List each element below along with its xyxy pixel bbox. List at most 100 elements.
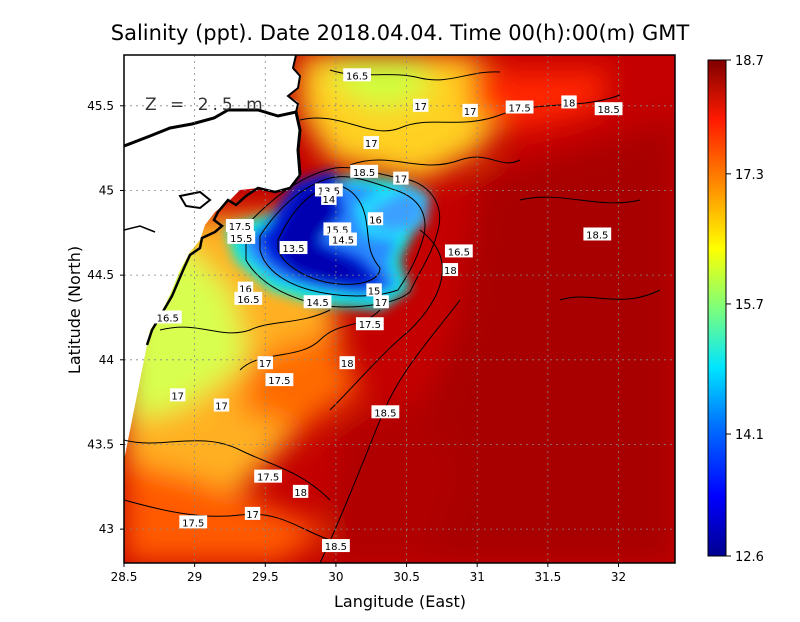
- contour-label: 16.5: [237, 295, 259, 306]
- contour-label: 18: [294, 488, 307, 499]
- contour-label-box: [237, 281, 254, 295]
- contour-label: 17: [365, 139, 378, 150]
- contour-label-box: [412, 98, 429, 112]
- contour-label: 18.5: [325, 542, 347, 553]
- x-tick-label: 29: [187, 570, 202, 584]
- contour-label-box: [393, 171, 409, 185]
- contour-label-box: [505, 100, 534, 114]
- colorbar-tick-label: 18.7: [735, 54, 764, 69]
- contour-label: 17: [414, 102, 427, 113]
- contour-label: 17.5: [257, 473, 279, 484]
- x-tick-label: 28.5: [111, 570, 138, 584]
- x-tick-label: 31: [470, 570, 485, 584]
- plot-frame: [123, 54, 676, 564]
- contour-label: 18: [444, 266, 457, 277]
- colorbar-tick-label: 14.1: [735, 428, 764, 443]
- contour-label-box: [234, 291, 263, 305]
- contour-label: 17: [171, 391, 184, 402]
- x-tick-label: 31.5: [534, 570, 561, 584]
- contour-label: 17.5: [359, 320, 381, 331]
- contour-label-box: [254, 469, 283, 483]
- contour-label: 17.5: [508, 103, 530, 114]
- contour-label-box: [367, 212, 384, 226]
- y-tick-label: 45: [99, 183, 114, 197]
- contour-label-box: [462, 103, 478, 117]
- contour-label-box: [339, 356, 355, 370]
- contour-label: 17.5: [268, 376, 290, 387]
- contour-label: 18.5: [374, 408, 396, 419]
- colorbar-tick-label: 15.7: [735, 298, 764, 313]
- contour-label: 14: [322, 195, 335, 206]
- contour-label-box: [329, 232, 357, 246]
- contour-label-box: [442, 263, 459, 277]
- contour-label: 18.5: [597, 105, 619, 116]
- contour-label-box: [355, 317, 384, 331]
- contour-label-box: [265, 373, 294, 387]
- land-mask: [124, 55, 302, 460]
- contour-label: 16: [369, 215, 382, 226]
- x-axis-label: Langitude (East): [334, 592, 466, 611]
- contour-label-box: [322, 539, 350, 553]
- contour-label-box: [153, 310, 182, 324]
- y-tick-label: 44.5: [87, 268, 114, 282]
- contour-label-box: [169, 388, 186, 402]
- contour-label-box: [323, 222, 352, 236]
- contour-label-box: [444, 244, 473, 258]
- contour-label: 16.5: [157, 313, 179, 324]
- y-tick-label: 45.5: [87, 99, 114, 113]
- contour-label: 17: [259, 359, 272, 370]
- y-tick-label: 43.5: [87, 437, 114, 451]
- x-axis: 28.5 29 29.5 30 30.5 31 31.5 32: [111, 563, 626, 584]
- contour-label: 15: [368, 286, 381, 297]
- contour-label-box: [279, 241, 308, 255]
- contour-label-box: [373, 295, 389, 309]
- contour-labels: 16.5171717.51818.51718.51713.5141617.515…: [153, 68, 623, 553]
- contour-label: 17: [215, 402, 228, 413]
- contour-label: 17: [464, 107, 477, 118]
- colorbar-tick-label: 17.3: [735, 168, 764, 183]
- contour-label-box: [179, 515, 208, 529]
- contour-label: 15.5: [230, 234, 252, 245]
- grid-lines: [124, 55, 675, 563]
- contour-label-box: [350, 164, 379, 178]
- contour-label: 13.5: [282, 244, 304, 255]
- chart-title: Salinity (ppt). Date 2018.04.04. Time 00…: [111, 21, 690, 45]
- depth-annotation: Z = 2.5 m: [145, 95, 267, 115]
- contour-label: 17: [375, 298, 388, 309]
- y-tick-label: 44: [99, 353, 114, 367]
- x-tick-label: 30.5: [393, 570, 420, 584]
- colorbar-ticks: 18.7 17.3 15.7 14.1 12.6: [726, 54, 764, 565]
- contour-label-box: [303, 295, 332, 309]
- contour-label: 14.5: [332, 236, 354, 247]
- contour-label-box: [371, 405, 400, 419]
- y-tick-label: 43: [99, 522, 114, 536]
- y-axis: 43 43.5 44 44.5 45 45.5: [87, 99, 124, 536]
- contour-label-box: [257, 356, 273, 370]
- contour-label-box: [583, 227, 612, 241]
- contour-label: 14.5: [306, 298, 328, 309]
- contour-label-box: [292, 484, 309, 498]
- x-tick-label: 32: [611, 570, 626, 584]
- contour-label-box: [594, 102, 623, 116]
- colorbar: [707, 59, 727, 557]
- contour-label-box: [225, 219, 254, 233]
- y-axis-label: Latitude (North): [65, 246, 84, 374]
- contour-label: 17: [246, 510, 259, 521]
- contour-label: 17.5: [182, 518, 204, 529]
- contour-label: 15.5: [326, 225, 348, 236]
- x-tick-label: 29.5: [252, 570, 279, 584]
- contour-label: 18: [563, 98, 576, 109]
- colorbar-tick-label: 12.6: [735, 550, 764, 565]
- contour-label: 18.5: [586, 230, 608, 241]
- contour-label: 16.5: [448, 247, 470, 258]
- contour-label-box: [561, 95, 577, 109]
- contour-label: 17: [395, 175, 408, 186]
- contour-label-box: [244, 506, 261, 520]
- contour-label: 18: [341, 359, 354, 370]
- contour-label-box: [321, 191, 337, 205]
- x-tick-label: 30: [328, 570, 343, 584]
- contour-label: 17.5: [229, 222, 251, 233]
- contour-label-box: [363, 136, 379, 150]
